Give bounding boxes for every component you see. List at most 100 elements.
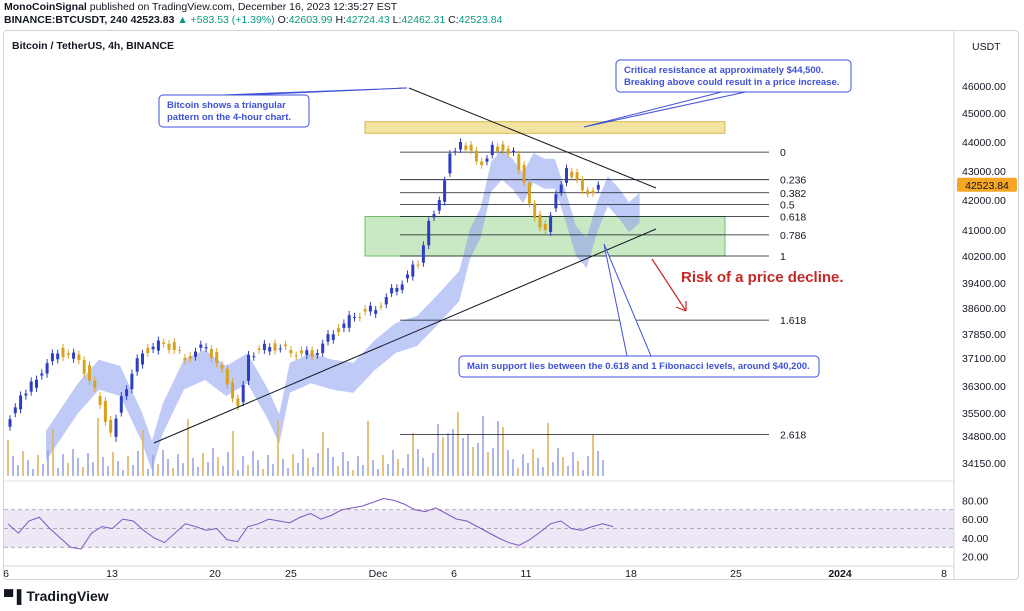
candle-body xyxy=(141,353,144,365)
volume-bar xyxy=(532,449,534,476)
volume-bar xyxy=(477,443,479,476)
currency-label[interactable]: USDT xyxy=(972,41,1001,53)
ohlc-low: 42462.31 xyxy=(401,14,446,26)
rsi-tick-label: 40.00 xyxy=(962,533,988,545)
candle-body xyxy=(586,190,590,195)
volume-bar xyxy=(57,468,59,476)
volume-bar xyxy=(517,468,519,476)
volume-bar xyxy=(542,467,544,476)
candle-body xyxy=(273,343,277,351)
volume-bar xyxy=(307,458,309,476)
volume-bar xyxy=(492,448,494,476)
candle-body xyxy=(24,393,28,396)
volume-bar xyxy=(552,462,554,476)
candle-body xyxy=(575,172,579,180)
candle-body xyxy=(421,245,425,263)
volume-bar xyxy=(67,463,69,476)
candle-body xyxy=(416,264,420,266)
y-tick-label: 34150.00 xyxy=(962,458,1006,470)
volume-bar xyxy=(522,454,524,476)
tradingview-logo-icon[interactable]: ▀▐ xyxy=(4,588,21,604)
volume-bar xyxy=(47,450,49,476)
volume-bar xyxy=(472,447,474,476)
candle-body xyxy=(321,343,325,354)
volume-bar xyxy=(7,440,9,476)
volume-bar xyxy=(362,465,364,476)
volume-bar xyxy=(597,451,599,476)
callout-box[interactable] xyxy=(158,94,310,128)
volume-bar xyxy=(512,459,514,476)
symbol-info: BINANCE:BTCUSDT, 240 42523.83 ▲ +583.53 … xyxy=(4,14,502,27)
candle-body xyxy=(347,315,351,328)
volume-bar xyxy=(397,459,399,476)
candle-body xyxy=(443,180,447,202)
volume-bar xyxy=(302,449,304,476)
ohlc-h-label: H: xyxy=(335,14,346,26)
volume-bar xyxy=(92,462,94,476)
candle-body xyxy=(522,164,526,183)
candle-body xyxy=(554,194,558,209)
volume-bar xyxy=(217,457,219,476)
candle-body xyxy=(231,382,235,399)
chart-title: Bitcoin / TetherUS, 4h, BINANCE xyxy=(12,40,174,52)
volume-bar xyxy=(172,468,174,476)
volume-bar xyxy=(62,454,64,476)
volume-bar xyxy=(297,463,299,476)
candle-body xyxy=(66,353,70,355)
chart-frame[interactable]: 0 0.236 0.382 0.5 0.618 0.786 1 1.618 2.618 80.0… xyxy=(3,30,1019,580)
candle-body xyxy=(40,373,44,376)
fib-level-label: 0.236 xyxy=(780,175,806,187)
candle-body xyxy=(241,384,245,403)
volume-bar xyxy=(447,433,449,476)
callout-box[interactable] xyxy=(458,355,820,378)
candle-body xyxy=(109,419,113,433)
candle-body xyxy=(559,184,563,193)
candle-body xyxy=(543,224,547,230)
volume-bar xyxy=(12,456,14,476)
volume-bar xyxy=(87,453,89,476)
candle-body xyxy=(114,418,118,437)
volume-bar xyxy=(432,453,434,476)
candle-body xyxy=(305,350,309,356)
callout-box[interactable] xyxy=(615,59,852,93)
volume-bar xyxy=(147,469,149,476)
candle-body xyxy=(315,353,319,355)
volume-bar xyxy=(327,448,329,476)
x-tick-label: 20 xyxy=(209,568,221,579)
brand-name[interactable]: TradingView xyxy=(26,588,109,604)
callout-text-support: Main support lies between the 0.618 and … xyxy=(467,361,810,372)
candle-body xyxy=(209,349,213,358)
y-tick-label: 42000.00 xyxy=(962,195,1006,207)
volume-bar xyxy=(602,460,604,476)
volume-bar xyxy=(267,455,269,476)
volume-bar xyxy=(132,465,134,476)
candle-body xyxy=(29,381,33,392)
candle-body xyxy=(199,344,203,348)
candle-body xyxy=(167,343,171,350)
candle-body xyxy=(527,182,531,204)
volume-bar xyxy=(412,433,414,476)
candle-body xyxy=(533,203,537,218)
x-tick-label: 25 xyxy=(730,568,742,579)
volume-bar xyxy=(567,466,569,476)
candle-body xyxy=(384,297,388,305)
volume-bar xyxy=(157,464,159,476)
footer: ▀▐ TradingView xyxy=(4,588,109,604)
candle-body xyxy=(469,144,473,151)
volume-bar xyxy=(437,424,439,476)
candle-body xyxy=(13,407,17,414)
author-name[interactable]: MonoCoinSignal xyxy=(4,1,87,13)
candle-body xyxy=(247,354,250,381)
volume-bar xyxy=(577,461,579,476)
candle-body xyxy=(204,347,208,349)
candle-body xyxy=(580,179,584,191)
volume-bar xyxy=(242,456,244,476)
last-price-tag xyxy=(957,177,1017,192)
rsi-tick-label: 80.00 xyxy=(962,495,988,507)
candle-body xyxy=(326,334,330,342)
volume-bar xyxy=(462,438,464,476)
volume-bar xyxy=(102,457,104,476)
volume-bar xyxy=(192,458,194,476)
volume-bar xyxy=(17,465,19,476)
